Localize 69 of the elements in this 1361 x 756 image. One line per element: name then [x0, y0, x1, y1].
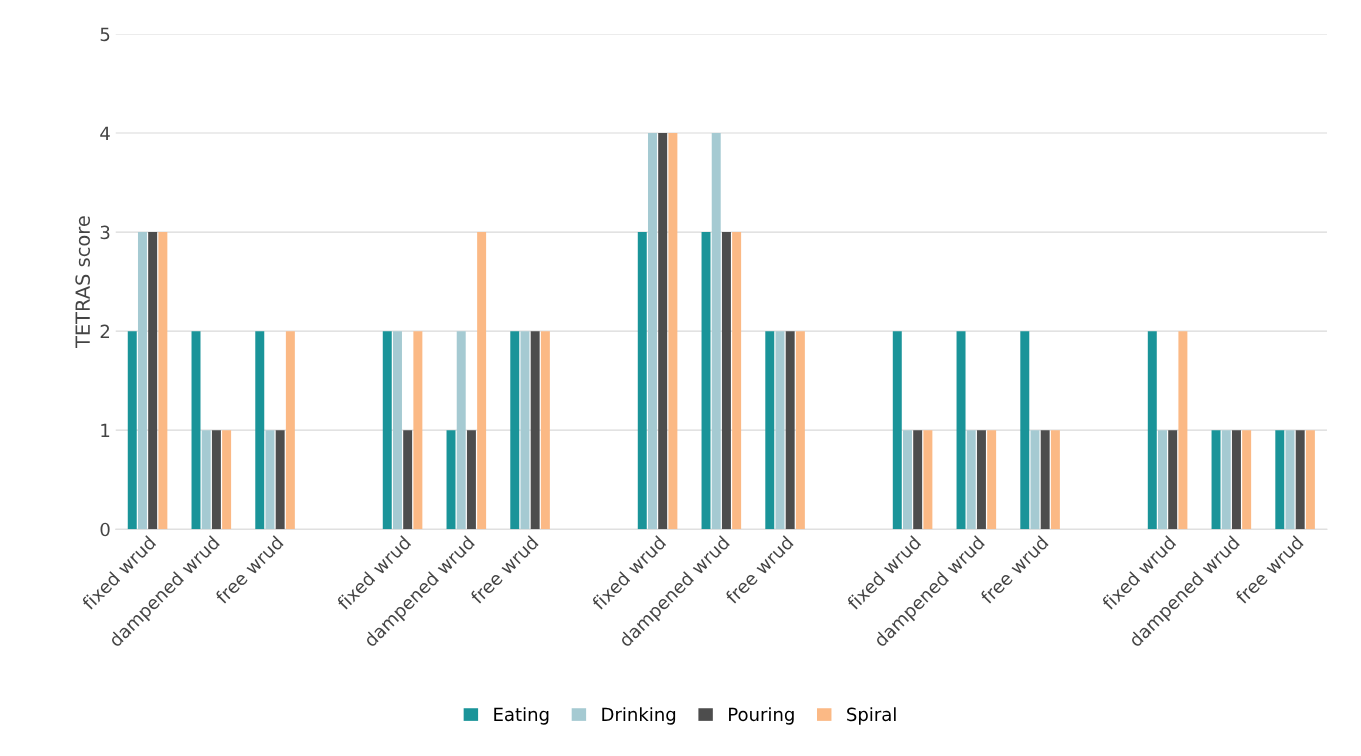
bar [530, 331, 540, 530]
bar [540, 331, 550, 530]
bar [966, 430, 976, 530]
bar [1305, 430, 1315, 530]
legend-label: Pouring [729, 707, 794, 725]
y-axis-title: TETRAS score [75, 216, 91, 349]
bar [158, 232, 168, 530]
legend-label: Drinking [602, 707, 676, 725]
bar [477, 232, 487, 530]
bar [255, 331, 265, 530]
bar [1221, 430, 1231, 530]
bar [668, 133, 678, 530]
bar [1020, 331, 1030, 530]
bar [222, 430, 232, 530]
legend-label: Spiral [847, 707, 896, 725]
bar [637, 232, 647, 530]
bar [732, 232, 742, 530]
y-tick-label: 3 [100, 225, 110, 240]
bar [658, 133, 668, 530]
y-tick-label: 1 [101, 423, 110, 438]
bar [520, 331, 530, 530]
bar [127, 331, 137, 530]
legend-label: Eating [494, 707, 549, 725]
bar [1242, 430, 1252, 530]
bar [1168, 430, 1178, 530]
y-tick-label: 0 [100, 522, 110, 537]
bar [191, 331, 201, 530]
y-tick-label: 4 [100, 126, 110, 140]
bar [201, 430, 211, 530]
bar [1158, 430, 1167, 530]
bar [903, 430, 912, 530]
bar [711, 133, 721, 530]
bar [1147, 331, 1157, 530]
bar [913, 430, 923, 530]
bar [701, 232, 711, 530]
bar [987, 430, 997, 530]
bar [647, 133, 657, 530]
bar [392, 331, 402, 530]
bar [1211, 430, 1221, 530]
bar [413, 331, 423, 530]
bar [1275, 430, 1285, 530]
bar [275, 430, 285, 530]
bar [976, 430, 986, 530]
bar [765, 331, 775, 530]
bar [795, 331, 805, 530]
bar [265, 430, 275, 530]
bar [1040, 430, 1050, 530]
bar [923, 430, 933, 530]
y-tick-label: 2 [100, 324, 110, 338]
bar [1050, 430, 1060, 530]
bar [446, 430, 456, 530]
bar [285, 331, 295, 530]
bar [721, 232, 731, 530]
bar [785, 331, 795, 530]
bar [1295, 430, 1305, 530]
bar [1178, 331, 1188, 530]
bar [211, 430, 221, 530]
bar [956, 331, 966, 530]
y-tick-label: 5 [100, 27, 110, 42]
bar [892, 331, 902, 530]
bar [510, 331, 520, 530]
bar [137, 232, 147, 530]
bar [382, 331, 392, 530]
bar [456, 331, 466, 530]
bar [775, 331, 785, 530]
bar [1231, 430, 1241, 530]
bar [148, 232, 158, 530]
bar [403, 430, 413, 530]
bar [466, 430, 476, 530]
